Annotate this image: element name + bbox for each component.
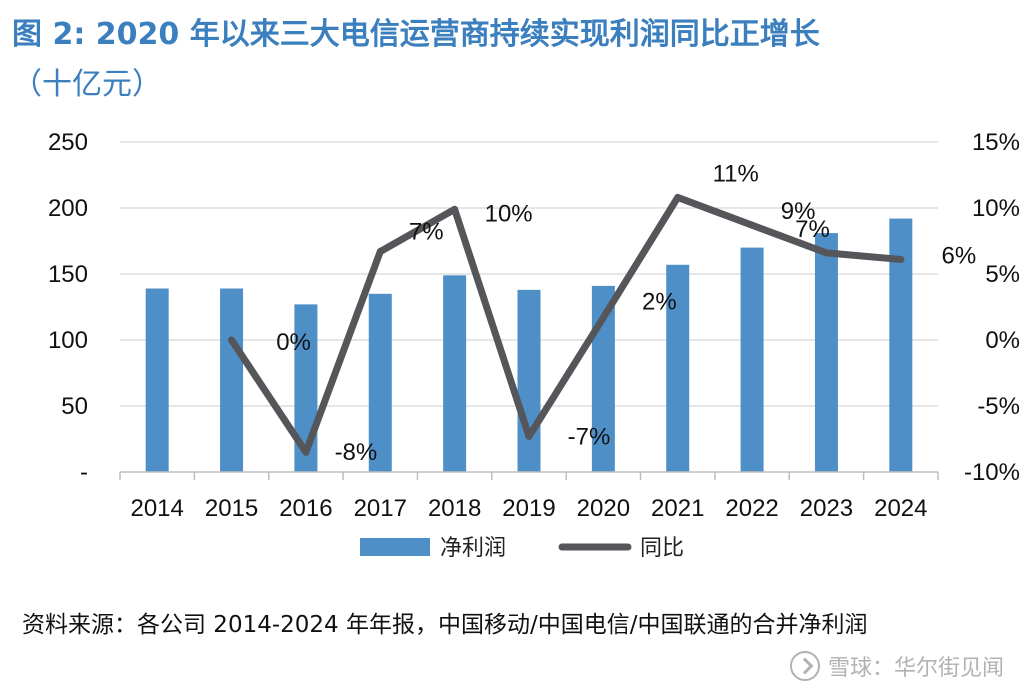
data-label: 9%: [781, 198, 816, 225]
x-tick-label: 2018: [428, 495, 481, 522]
line-series-path: [228, 193, 905, 456]
x-tick-label: 2021: [651, 495, 704, 522]
bar: [220, 288, 244, 472]
legend: 净利润 同比: [360, 536, 684, 561]
watermark-text: 雪球：华尔街见闻: [827, 656, 1004, 681]
x-tick-label: 2023: [800, 495, 853, 522]
bar: [740, 247, 764, 472]
data-label: 2%: [642, 289, 677, 316]
bar: [443, 275, 467, 472]
y-left-tick-label: 150: [48, 261, 88, 288]
data-label: 0%: [276, 329, 311, 356]
x-tick-label: 2022: [725, 495, 778, 522]
y-left-tick-label: 100: [48, 327, 88, 354]
data-label: 7%: [409, 219, 444, 246]
x-tick-label: 2019: [502, 495, 555, 522]
source-note: 资料来源：各公司 2014-2024 年年报，中国移动/中国电信/中国联通的合并…: [22, 612, 868, 638]
x-tick-label: 2014: [130, 495, 183, 522]
title-line-2: （十亿元）: [12, 67, 162, 102]
line-point: [599, 314, 607, 322]
bar: [889, 218, 913, 472]
chart-title: 图 2: 2020 年以来三大电信运营商持续实现利润同比正增长 （十亿元）: [12, 10, 1012, 110]
bar: [517, 289, 541, 472]
line-point: [525, 432, 533, 440]
line-point: [376, 248, 384, 256]
line-point: [451, 205, 459, 213]
y-right-tick-label: -10%: [964, 459, 1020, 486]
data-labels: 0%-8%7%10%-7%2%11%9%7%6%: [276, 160, 976, 466]
y-right-tick-label: 10%: [972, 195, 1020, 222]
data-label: 6%: [941, 242, 976, 269]
y-left-tick-label: -: [80, 459, 88, 486]
line-point: [674, 193, 682, 201]
data-label: -8%: [335, 439, 378, 466]
data-label: 7%: [795, 216, 830, 243]
y-right-tick-label: 5%: [985, 261, 1020, 288]
y-right-tick-label: 0%: [985, 327, 1020, 354]
data-label: 11%: [713, 160, 759, 187]
combo-chart: - 50 100 150 200 250 -10% -5% 0% 5% 10% 15% 2014 2015…: [48, 129, 1020, 561]
legend-label-line: 同比: [640, 536, 684, 561]
bar: [368, 293, 392, 472]
bar: [814, 233, 838, 472]
x-tick-label: 2024: [874, 495, 927, 522]
data-label: -7%: [568, 423, 611, 450]
bar: [666, 264, 690, 472]
x-tick-label: 2015: [205, 495, 258, 522]
snowball-logo-icon: [789, 651, 820, 681]
line-point: [302, 448, 310, 456]
line-point: [748, 221, 756, 229]
legend-swatch-bar: [360, 538, 430, 556]
bar: [145, 288, 169, 472]
title-line-1: 图 2: 2020 年以来三大电信运营商持续实现利润同比正增长: [12, 17, 820, 52]
x-tick-label: 2020: [577, 495, 630, 522]
axes: - 50 100 150 200 250 -10% -5% 0% 5% 10% 15% 2014 2015…: [48, 129, 1020, 522]
y-left-tick-label: 50: [61, 393, 88, 420]
line-series: [228, 193, 905, 456]
bar-series: [145, 218, 913, 472]
legend-label-bar: 净利润: [440, 536, 506, 561]
line-point: [897, 255, 905, 263]
x-tick-label: 2016: [279, 495, 332, 522]
y-right-tick-label: 15%: [972, 129, 1020, 156]
line-point: [822, 249, 830, 257]
watermark: 雪球：华尔街见闻: [789, 646, 1004, 686]
data-label: 10%: [485, 200, 533, 227]
line-point: [228, 336, 236, 344]
y-left-tick-label: 200: [48, 195, 88, 222]
y-left-tick-label: 250: [48, 129, 88, 156]
y-right-tick-label: -5%: [977, 393, 1020, 420]
x-tick-label: 2017: [354, 495, 407, 522]
